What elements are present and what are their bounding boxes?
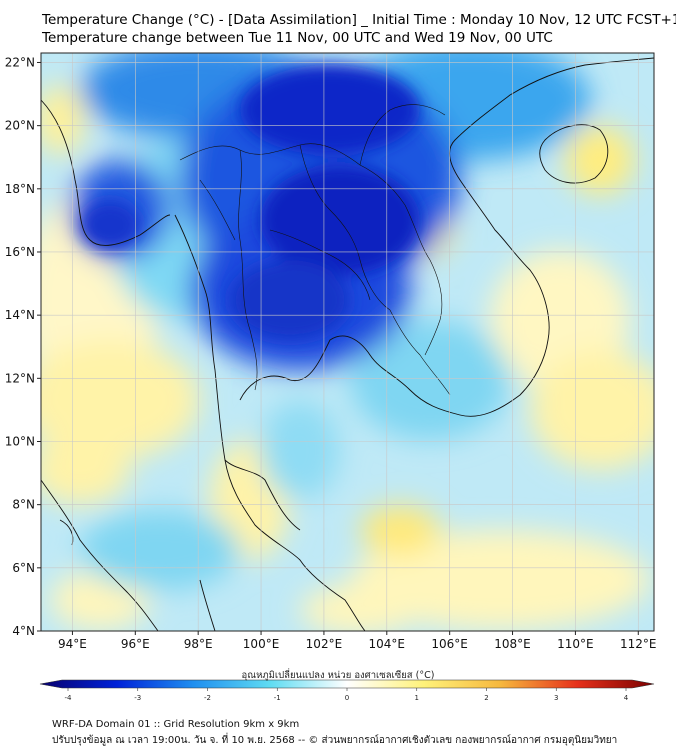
lat-tick-label: 14°N <box>5 308 35 322</box>
lat-tick-label: 12°N <box>5 371 35 385</box>
lat-tick-label: 10°N <box>5 434 35 448</box>
colorbar-tick-label: -3 <box>134 694 141 702</box>
footer-line1: WRF-DA Domain 01 :: Grid Resolution 9km … <box>52 719 300 730</box>
lat-tick-label: 8°N <box>12 498 35 512</box>
colorbar-gradient <box>39 679 655 689</box>
colorbar-tick-label: 3 <box>554 694 558 702</box>
colorbar-tick-label: 2 <box>484 694 488 702</box>
map-title-line2: Temperature change between Tue 11 Nov, 0… <box>42 30 553 46</box>
lon-tick-label: 96°E <box>121 637 150 651</box>
colorbar-label: อุณหภูมิเปลี่ยนแปลง หน่วย องศาเซลเซียส (… <box>241 670 435 681</box>
plot-frame <box>40 52 655 632</box>
lon-tick-label: 94°E <box>58 637 87 651</box>
colorbar-tick-label: -4 <box>65 694 73 702</box>
lat-tick-label: 20°N <box>5 119 35 133</box>
lon-tick-label: 110°E <box>557 637 594 651</box>
lat-tick-label: 4°N <box>12 624 35 638</box>
colorbar-tick-label: -2 <box>204 694 211 702</box>
colorbar-ticks: -4 -3 -2 -1 0 1 2 3 4 <box>65 688 629 702</box>
colorbar: -4 -3 -2 -1 0 1 2 3 4 <box>39 679 655 702</box>
map-title-line1: Temperature Change (°C) - [Data Assimila… <box>42 12 676 28</box>
coastlines <box>41 57 654 631</box>
lon-tick-label: 108°E <box>494 637 531 651</box>
lat-tick-label: 18°N <box>5 182 35 196</box>
lon-tick-label: 106°E <box>431 637 468 651</box>
colorbar-tick-label: 4 <box>624 694 629 702</box>
colorbar-tick-label: 1 <box>415 694 419 702</box>
lat-tick-label: 6°N <box>12 561 35 575</box>
temperature-field <box>41 53 654 631</box>
lon-tick-label: 104°E <box>369 637 406 651</box>
footer-line2: ปรับปรุงข้อมูล ณ เวลา 19:00น. วัน จ. ที่… <box>52 735 618 746</box>
lon-tick-label: 112°E <box>620 637 657 651</box>
colorbar-tick-label: -1 <box>274 694 281 702</box>
lat-tick-label: 22°N <box>5 55 35 69</box>
longitude-axis: 94°E 96°E 98°E 100°E 102°E 104°E 106°E 108°E 110… <box>58 631 657 651</box>
lon-tick-label: 100°E <box>243 637 280 651</box>
country-borders <box>179 104 451 396</box>
lon-tick-label: 102°E <box>306 637 343 651</box>
colorbar-tick-label: 0 <box>345 694 349 702</box>
lon-tick-label: 98°E <box>184 637 213 651</box>
latitude-axis: 22°N 20°N 18°N 16°N 14°N 12°N 10°N 8°N 6°N 4°N <box>5 55 41 638</box>
lat-tick-label: 16°N <box>5 245 35 259</box>
